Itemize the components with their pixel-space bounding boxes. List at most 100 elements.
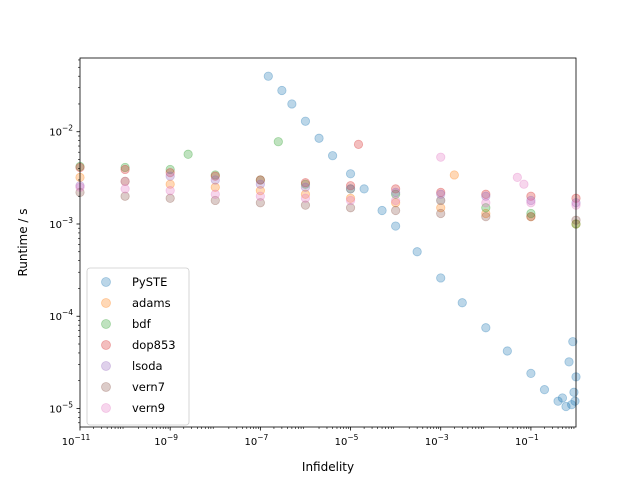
data-point: [391, 195, 401, 206]
data-point: [557, 393, 568, 403]
data-point: [165, 164, 175, 175]
data-point: [481, 198, 491, 208]
data-point: [345, 193, 356, 203]
data-point: [412, 247, 422, 257]
series-lsoda: [75, 171, 581, 208]
x-axis-ticks: 10−11 10−9 10−7 10−5 10−3 10−1: [62, 427, 575, 448]
legend-label: adams: [132, 296, 171, 310]
series-vern9: [75, 152, 581, 210]
data-point: [300, 179, 311, 189]
data-point: [526, 368, 536, 379]
y-tick-label: 10−4: [49, 308, 73, 323]
data-point: [539, 385, 550, 395]
data-point: [564, 357, 574, 367]
data-point: [120, 191, 130, 201]
data-point: [314, 133, 324, 143]
data-point: [436, 195, 446, 206]
plot-frame: [79, 57, 577, 428]
data-point: [526, 191, 536, 201]
data-point: [345, 184, 356, 194]
data-point: [165, 171, 175, 181]
data-point: [568, 337, 578, 347]
series-pyste: [263, 71, 581, 412]
data-point: [300, 189, 311, 199]
legend-label: PySTE: [132, 275, 167, 289]
data-point: [345, 203, 356, 213]
data-point: [120, 184, 130, 194]
legend-label: vern9: [132, 401, 165, 415]
y-axis-label: Runtime / s: [16, 208, 30, 276]
data-point: [391, 189, 401, 199]
data-point: [391, 221, 401, 231]
data-point: [273, 137, 283, 147]
legend-marker: [101, 319, 111, 329]
legend-frame: [86, 267, 190, 426]
data-point: [353, 139, 364, 149]
data-point: [481, 208, 491, 219]
data-point: [512, 172, 522, 182]
y-tick-label: 10−2: [49, 124, 73, 139]
data-point: [165, 179, 175, 189]
data-point: [436, 187, 446, 197]
data-point: [120, 164, 130, 175]
legend-label: lsoda: [132, 359, 163, 373]
data-point: [570, 396, 580, 406]
y-axis-ticks: 10−5 10−4 10−3 10−2: [49, 59, 80, 424]
data-point: [255, 175, 265, 185]
data-point: [377, 205, 387, 216]
data-point: [210, 171, 220, 181]
data-point: [120, 176, 130, 186]
data-point: [526, 198, 536, 208]
data-point: [502, 346, 512, 356]
data-point: [519, 179, 529, 189]
data-point: [526, 208, 536, 219]
data-point: [120, 176, 130, 186]
data-point: [255, 191, 265, 201]
legend-marker: [101, 382, 111, 392]
legend-marker: [101, 361, 111, 371]
data-point: [210, 195, 220, 206]
data-point: [345, 184, 356, 194]
data-point: [263, 71, 273, 81]
data-point: [165, 168, 175, 178]
data-point: [210, 189, 220, 199]
x-tick-label: 10−7: [244, 433, 268, 448]
data-point: [526, 212, 536, 222]
data-point: [481, 212, 491, 222]
data-point: [287, 99, 297, 109]
data-point: [210, 175, 220, 185]
data-point: [449, 170, 459, 180]
legend-label: bdf: [132, 317, 152, 331]
series-vern7: [75, 187, 581, 225]
legend-label: vern7: [132, 380, 165, 394]
data-point: [345, 169, 356, 179]
legend-marker: [101, 298, 111, 308]
legend-marker: [101, 403, 111, 413]
data-point: [165, 186, 175, 196]
series-dop853: [75, 139, 581, 203]
x-tick-label: 10−11: [62, 433, 91, 448]
data-point: [210, 170, 220, 180]
data-point: [300, 182, 311, 192]
legend-label: dop853: [132, 338, 176, 352]
data-point: [436, 273, 446, 283]
data-point: [569, 387, 579, 397]
data-point: [526, 195, 536, 206]
legend: PySTE adams bdf dop853 lsoda vern7 vern9: [86, 267, 190, 426]
data-point: [345, 181, 356, 191]
data-point: [255, 175, 265, 185]
data-point: [436, 189, 446, 199]
data-point: [327, 151, 338, 161]
data-point: [481, 323, 491, 333]
data-point: [481, 189, 491, 199]
data-point: [165, 193, 175, 203]
data-point: [300, 178, 311, 188]
x-tick-label: 10−3: [425, 433, 449, 448]
data-point: [300, 116, 311, 126]
data-point: [436, 203, 446, 213]
y-tick-label: 10−3: [49, 216, 73, 231]
x-tick-label: 10−5: [335, 433, 359, 448]
legend-marker: [101, 340, 111, 350]
